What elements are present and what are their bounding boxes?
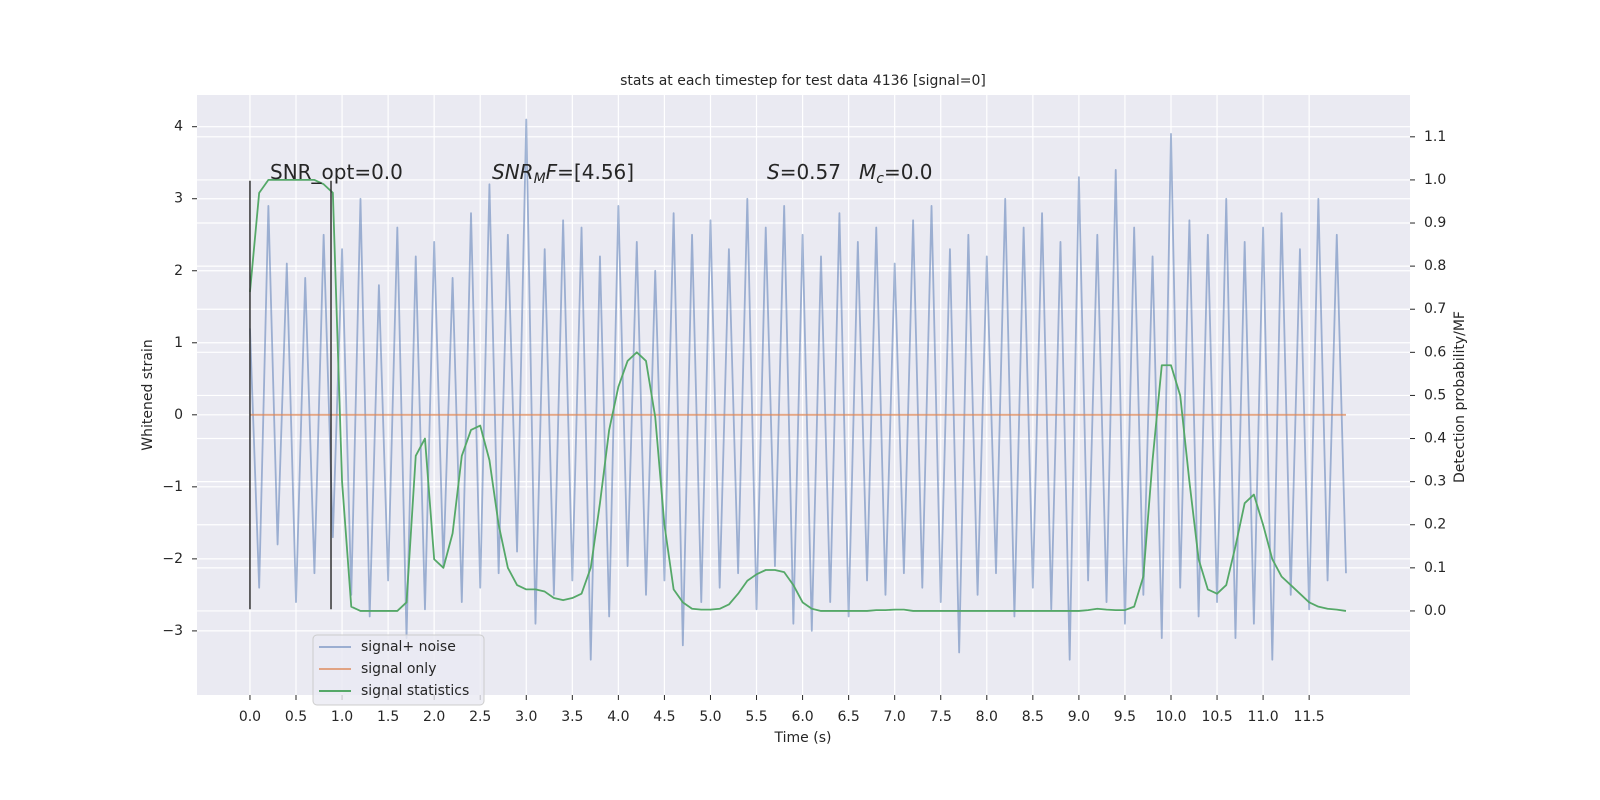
annotation-part: c (876, 171, 884, 187)
annotation: SNR_opt=0.0 (270, 160, 403, 184)
legend: signal+ noise signal only signal statistic… (312, 634, 485, 706)
y2-tick-label: 0.8 (1424, 258, 1446, 274)
x-tick-label: 8.0 (976, 709, 998, 725)
annotation-part: M (534, 171, 546, 187)
y-tick-label: −1 (162, 479, 183, 495)
series-line (249, 118, 1347, 661)
y-axis-label: Whitened strain (140, 339, 156, 450)
annotation: S=0.57 (767, 160, 841, 184)
legend-label: signal only (361, 661, 436, 677)
x-tick-label: 7.0 (884, 709, 906, 725)
x-tick-label: 3.0 (515, 709, 537, 725)
x-tick-label: 11.5 (1294, 709, 1325, 725)
y-tick-label: 0 (174, 407, 183, 423)
x-tick-label: 1.0 (331, 709, 353, 725)
annotation-part: SNR (492, 160, 534, 184)
x-tick-label: 9.5 (1114, 709, 1136, 725)
legend-label: signal statistics (361, 683, 469, 699)
x-tick-label: 10.5 (1201, 709, 1232, 725)
annotation-part: SNR_opt=0.0 (270, 160, 403, 184)
chart-title: stats at each timestep for test data 413… (620, 73, 986, 89)
x-tick-label: 11.0 (1248, 709, 1279, 725)
y2-tick-label: 0.6 (1424, 344, 1446, 360)
x-tick-label: 10.0 (1155, 709, 1186, 725)
y2-tick-label: 0.9 (1424, 215, 1446, 231)
y2-axis-label: Detection probability/MF (1452, 311, 1468, 483)
y-tick-label: 4 (174, 119, 183, 135)
x-tick-label: 6.5 (837, 709, 859, 725)
x-tick-label: 6.0 (791, 709, 813, 725)
x-tick-label: 9.0 (1068, 709, 1090, 725)
annotation-part: S (767, 160, 780, 184)
annotation-part: =[4.56] (557, 160, 634, 184)
annotation: SNRMF=[4.56] (492, 160, 634, 188)
x-tick-label: 0.0 (239, 709, 261, 725)
y2-tick-label: 0.7 (1424, 301, 1446, 317)
y-tick-label: 3 (174, 191, 183, 207)
x-tick-label: 5.0 (699, 709, 721, 725)
x-tick-label: 8.5 (1022, 709, 1044, 725)
y2-tick-label: 0.2 (1424, 517, 1446, 533)
series-line (249, 179, 1347, 612)
y2-tick-label: 0.5 (1424, 387, 1446, 403)
x-tick-label: 1.5 (377, 709, 399, 725)
y-tick-label: 2 (174, 263, 183, 279)
annotation-part: M (859, 160, 876, 184)
x-tick-label: 3.5 (561, 709, 583, 725)
y-tick-label: 1 (174, 335, 183, 351)
annotation: Mc=0.0 (859, 160, 933, 188)
y2-tick-label: 0.4 (1424, 431, 1446, 447)
y2-tick-label: 1.0 (1424, 172, 1446, 188)
y-tick-label: −2 (162, 551, 183, 567)
y-tick-label: −3 (162, 623, 183, 639)
x-tick-label: 2.0 (423, 709, 445, 725)
y2-tick-label: 1.1 (1424, 129, 1446, 145)
y2-tick-label: 0.3 (1424, 474, 1446, 490)
x-tick-label: 4.5 (653, 709, 675, 725)
x-tick-label: 4.0 (607, 709, 629, 725)
annotation-part: F (546, 160, 558, 184)
legend-box (312, 634, 485, 706)
y2-tick-label: 0.1 (1424, 560, 1446, 576)
x-tick-label: 5.5 (745, 709, 767, 725)
annotation-part: =0.0 (884, 160, 933, 184)
annotation-part: =0.57 (780, 160, 841, 184)
y2-tick-label: 0.0 (1424, 603, 1446, 619)
x-axis-label: Time (s) (774, 730, 832, 746)
x-tick-label: 2.5 (469, 709, 491, 725)
x-tick-label: 7.5 (930, 709, 952, 725)
x-tick-label: 0.5 (285, 709, 307, 725)
legend-label: signal+ noise (361, 639, 456, 655)
